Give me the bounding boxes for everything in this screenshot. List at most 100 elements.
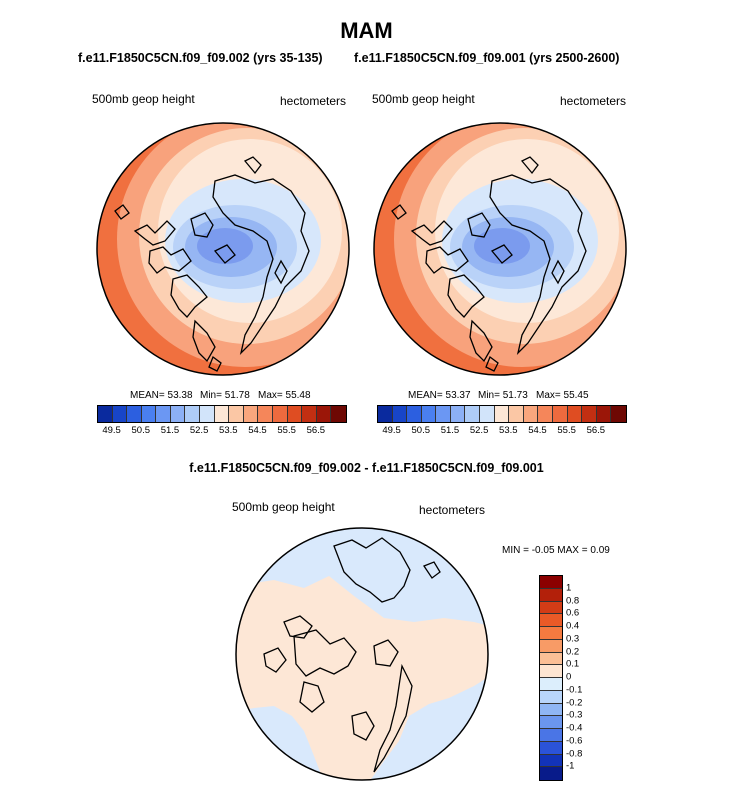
colorbar-swatch — [540, 716, 562, 729]
colorbar-swatch — [540, 627, 562, 640]
colorbar-tick-label: -0.3 — [566, 709, 583, 721]
colorbar-tick-label: 49.5 — [382, 425, 401, 436]
colorbar-tick-label: 51.5 — [160, 425, 180, 436]
panel1-max: Max= 55.48 — [258, 390, 311, 401]
colorbar-tick-label: -0.8 — [566, 748, 583, 759]
colorbar-tick-label: 0.6 — [566, 607, 580, 619]
colorbar-tick-label: -0.6 — [566, 735, 583, 747]
colorbar-swatch — [567, 406, 583, 422]
colorbar-tick-label: 51.5 — [440, 425, 460, 436]
colorbar-swatch — [214, 406, 230, 422]
colorbar-swatch — [540, 588, 562, 602]
diff-polar-map — [235, 527, 489, 781]
panel1-mean: MEAN= 53.38 — [130, 390, 193, 401]
colorbar-tick-label: -0.1 — [566, 684, 583, 696]
diff-title: f.e11.F1850C5CN.f09_f09.002 - f.e11.F185… — [189, 461, 544, 475]
colorbar-tick-label: 50.5 — [411, 425, 431, 436]
colorbar-swatch — [378, 406, 393, 422]
colorbar-swatch — [523, 406, 539, 422]
panel2-polar-map — [373, 122, 627, 376]
colorbar-swatch — [185, 406, 201, 422]
colorbar-swatch — [141, 406, 157, 422]
colorbar-swatch — [538, 406, 553, 422]
colorbar-swatch — [127, 406, 142, 422]
colorbar-swatch — [480, 406, 495, 422]
colorbar-swatch — [243, 406, 259, 422]
diff-units-label: hectometers — [419, 503, 486, 517]
colorbar-tick-label: 52.5 — [189, 425, 209, 436]
panel1-case-title: f.e11.F1850C5CN.f09_f09.002 (yrs 35-135) — [78, 51, 323, 65]
colorbar-tick-label: 53.5 — [499, 425, 518, 436]
colorbar-swatch — [407, 406, 422, 422]
colorbar-swatch — [596, 406, 612, 422]
colorbar-tick-label: 0.4 — [566, 620, 580, 632]
colorbar-tick-label: 52.5 — [469, 425, 489, 436]
panel2-max: Max= 55.45 — [536, 390, 589, 401]
colorbar-swatch — [540, 652, 562, 666]
colorbar-tick-label: -0.4 — [566, 722, 583, 734]
colorbar-swatch — [540, 576, 562, 589]
colorbar-swatch — [258, 406, 273, 422]
diff-positive-region — [236, 576, 488, 780]
coastlines — [114, 156, 310, 372]
colorbar-tick-label: 55.5 — [277, 425, 296, 436]
panel2-mean: MEAN= 53.37 — [408, 390, 471, 401]
colorbar-swatch — [611, 406, 626, 422]
colorbar-swatch — [582, 406, 597, 422]
colorbar-swatch — [540, 729, 562, 742]
panel1-variable-label: 500mb geop height — [92, 92, 195, 106]
panel2-units-label: hectometers — [560, 94, 627, 108]
colorbar-tick-label: 54.5 — [528, 425, 547, 436]
colorbar-swatch — [287, 406, 303, 422]
diff-colorbar — [539, 575, 563, 781]
panel2-case-title: f.e11.F1850C5CN.f09_f09.001 (yrs 2500-26… — [354, 51, 620, 65]
colorbar-tick-label: 0.3 — [566, 633, 580, 645]
colorbar-swatch — [540, 767, 562, 780]
colorbar-tick-label: 56.5 — [306, 425, 326, 436]
colorbar-swatch — [540, 703, 562, 717]
colorbar-swatch — [552, 406, 568, 422]
colorbar-tick-label: 53.5 — [219, 425, 238, 436]
colorbar-swatch — [494, 406, 510, 422]
colorbar-swatch — [200, 406, 215, 422]
colorbar-swatch — [540, 639, 562, 653]
map-boundary — [235, 527, 489, 781]
colorbar-swatch — [540, 601, 562, 615]
colorbar-swatch — [540, 754, 562, 768]
colorbar-swatch — [112, 406, 128, 422]
colorbar-tick-label: 49.5 — [102, 425, 121, 436]
colorbar-swatch — [540, 665, 562, 678]
colorbar-tick-label: -0.2 — [566, 697, 583, 708]
panel2-min: Min= 51.73 — [478, 390, 528, 401]
colorbar-tick-label: 0.8 — [566, 595, 580, 606]
panel1-colorbar — [97, 405, 347, 423]
coastlines — [391, 156, 587, 372]
colorbar-tick-label: 54.5 — [248, 425, 267, 436]
colorbar-swatch — [331, 406, 346, 422]
colorbar-swatch — [465, 406, 481, 422]
colorbar-tick-label: -1 — [566, 760, 575, 772]
diff-variable-label: 500mb geop height — [232, 500, 335, 514]
colorbar-swatch — [170, 406, 186, 422]
colorbar-swatch — [302, 406, 317, 422]
colorbar-swatch — [229, 406, 244, 422]
colorbar-swatch — [421, 406, 437, 422]
map-boundary — [373, 122, 627, 376]
panel2-colorbar — [377, 405, 627, 423]
colorbar-tick-label: 0.1 — [566, 658, 580, 670]
panel1-units-label: hectometers — [280, 94, 347, 108]
map-boundary — [96, 122, 350, 376]
colorbar-swatch — [540, 690, 562, 704]
colorbar-tick-label: 55.5 — [557, 425, 576, 436]
colorbar-tick-label: 56.5 — [586, 425, 606, 436]
colorbar-tick-label: 1 — [566, 582, 572, 594]
colorbar-swatch — [540, 678, 562, 691]
coastlines — [263, 537, 441, 773]
colorbar-tick-label: 50.5 — [131, 425, 151, 436]
colorbar-swatch — [98, 406, 113, 422]
colorbar-swatch — [450, 406, 466, 422]
panel2-variable-label: 500mb geop height — [372, 92, 475, 106]
colorbar-swatch — [509, 406, 524, 422]
panel1-min: Min= 51.78 — [200, 390, 250, 401]
colorbar-swatch — [540, 614, 562, 627]
